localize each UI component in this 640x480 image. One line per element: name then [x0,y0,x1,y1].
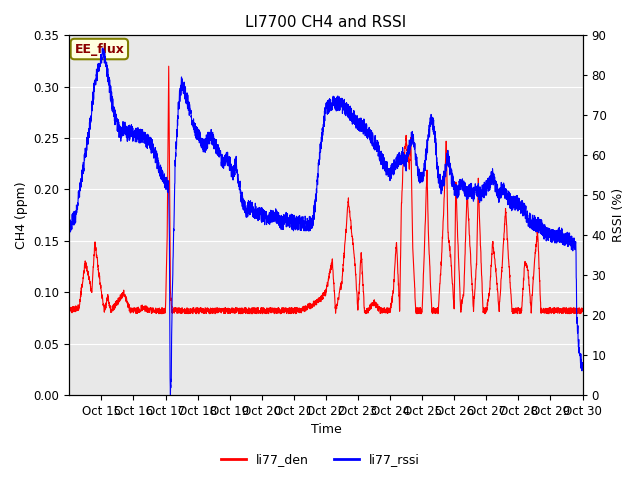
li77_den [65,308,73,313]
X-axis label: Time: Time [310,423,341,436]
li77_rssi [166,392,174,398]
Line: li77_rssi: li77_rssi [69,48,582,395]
li77_den [165,63,173,69]
Title: LI7700 CH4 and RSSI: LI7700 CH4 and RSSI [245,15,406,30]
li77_den [569,307,577,313]
li77_rssi [285,217,292,223]
li77_rssi [579,367,586,372]
li77_den [579,307,586,312]
li77_den [514,308,522,314]
Legend: li77_den, li77_rssi: li77_den, li77_rssi [216,448,424,471]
Y-axis label: CH4 (ppm): CH4 (ppm) [15,181,28,249]
li77_den [417,311,425,317]
li77_den [154,308,162,313]
Text: EE_flux: EE_flux [74,43,124,56]
Y-axis label: RSSI (%): RSSI (%) [612,188,625,242]
li77_rssi [65,226,73,231]
li77_rssi [514,206,522,212]
Line: li77_den: li77_den [69,66,582,314]
li77_rssi [155,168,163,174]
li77_rssi [569,248,577,254]
li77_rssi [99,45,107,51]
li77_rssi [124,134,132,140]
li77_rssi [262,219,270,225]
li77_den [124,301,132,307]
li77_den [285,307,292,312]
li77_den [262,307,270,313]
